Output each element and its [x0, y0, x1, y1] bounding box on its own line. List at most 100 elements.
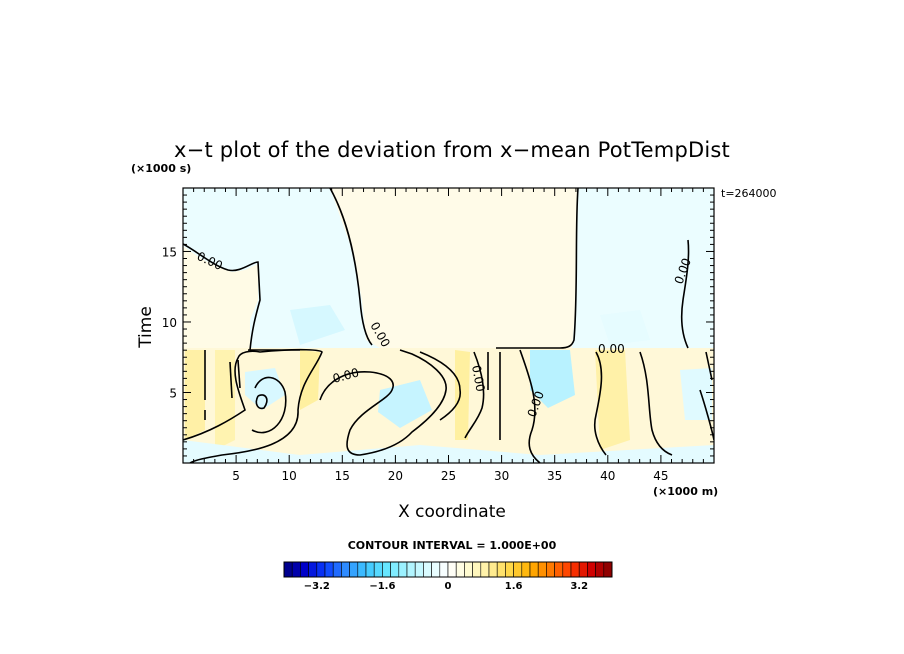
x-tick-label: 35 [547, 469, 562, 483]
y-axis-unit: (×1000 s) [131, 162, 192, 175]
colorbar-cell [488, 561, 498, 578]
contour-line [639, 351, 673, 456]
colorbar-cell [439, 561, 449, 578]
colorbar-cell [398, 561, 408, 578]
y-tick-label: 5 [169, 386, 177, 400]
heatmap-field [183, 188, 714, 463]
contour-line [319, 349, 447, 456]
contour-line [329, 188, 373, 346]
field-stripe [595, 350, 630, 450]
colorbar-cell [472, 561, 482, 578]
colorbar-cell [291, 561, 301, 578]
axis-ticks [183, 188, 714, 463]
colorbar-cell [332, 561, 342, 578]
field-blue-cell [290, 305, 345, 345]
timestamp-label: t=264000 [721, 187, 777, 200]
contour-label: 0.00 [598, 342, 625, 356]
colorbar-cell [423, 561, 432, 578]
field-bottom-strip [183, 440, 714, 463]
zero-contours [183, 188, 714, 463]
colorbar-cell [587, 561, 596, 578]
colorbar [283, 561, 613, 578]
colorbar-cell [357, 561, 367, 578]
colorbar-cell [496, 561, 506, 578]
colorbar-tick-label: −1.6 [369, 581, 395, 592]
x-tick-label: 30 [494, 469, 509, 483]
contour-line [705, 351, 713, 381]
field-blue-cell [530, 350, 575, 408]
contour-line [183, 348, 323, 463]
colorbar-cell [529, 561, 539, 578]
contour-line [255, 394, 268, 410]
x-tick-label: 5 [232, 469, 240, 483]
colorbar-cell [537, 561, 547, 578]
colorbar-tick-label: 1.6 [505, 581, 523, 592]
field-blue-cell [600, 310, 650, 345]
field-blue-cell [680, 368, 712, 420]
contour-interval-label: CONTOUR INTERVAL = 1.000E+00 [347, 539, 557, 552]
chart-title: x−t plot of the deviation from x−mean Po… [174, 138, 730, 162]
colorbar-cell [603, 561, 613, 578]
axis-tick-labels: 5 10 15 20 25 30 35 40 45 5 10 15 [162, 245, 669, 483]
colorbar-cell [390, 561, 400, 578]
x-tick-label: 25 [441, 469, 456, 483]
colorbar-tick-label: 0 [445, 581, 452, 592]
colorbar-cell [349, 561, 359, 578]
colorbar-tick-label: −3.2 [304, 581, 330, 592]
colorbar-cell [546, 561, 555, 578]
colorbar-cell [365, 561, 375, 578]
y-tick-label: 10 [162, 316, 177, 330]
contour-line [419, 351, 462, 421]
contour-line [251, 376, 287, 434]
colorbar-cell [521, 561, 531, 578]
x-axis-label: X coordinate [398, 502, 506, 522]
colorbar-cell [505, 561, 514, 578]
colorbar-cell [455, 561, 465, 578]
contour-line [229, 361, 233, 399]
colorbar-cell [308, 561, 318, 578]
colorbar-cell [513, 561, 523, 578]
field-stripe [215, 350, 235, 450]
contour-line [680, 239, 690, 349]
colorbar-cell [341, 561, 350, 578]
x-tick-label: 20 [388, 469, 403, 483]
colorbar-cell [554, 561, 564, 578]
colorbar-cell [300, 561, 309, 578]
colorbar-cell [414, 561, 424, 578]
colorbar-cell [324, 561, 334, 578]
colorbar-cell [316, 561, 326, 578]
contour-label: 0.00 [331, 365, 360, 385]
x-axis-unit: (×1000 m) [653, 485, 719, 498]
colorbar-cell [382, 561, 391, 578]
contour-line [237, 359, 241, 389]
contour-line [183, 243, 261, 351]
colorbar-cell [595, 561, 605, 578]
contour-line [699, 389, 714, 441]
colorbar-cell [447, 561, 457, 578]
contour-line [519, 349, 541, 463]
colorbar-ticks: −3.2 −1.6 0 1.6 3.2 [304, 581, 588, 592]
x-tick-label: 15 [335, 469, 350, 483]
colorbar-cell [373, 561, 383, 578]
colorbar-cell [570, 561, 580, 578]
colorbar-cell [480, 561, 490, 578]
colorbar-tick-label: 3.2 [570, 581, 588, 592]
x-tick-label: 40 [600, 469, 615, 483]
field-upper-left [183, 246, 258, 348]
contour-line [464, 351, 485, 439]
colorbar-cell [578, 561, 588, 578]
colorbar-cell [562, 561, 572, 578]
colorbar-frame [283, 561, 613, 578]
colorbar-cell [283, 561, 293, 578]
x-tick-label: 45 [653, 469, 668, 483]
x-tick-label: 10 [282, 469, 297, 483]
field-stripe [455, 350, 470, 440]
contour-label: 0.00 [469, 364, 487, 393]
field-upper-middle [330, 188, 578, 348]
field-stripe [185, 350, 205, 440]
contour-line [593, 351, 607, 456]
colorbar-cell [406, 561, 416, 578]
contour-line [496, 188, 579, 349]
colorbar-cell [431, 561, 441, 578]
